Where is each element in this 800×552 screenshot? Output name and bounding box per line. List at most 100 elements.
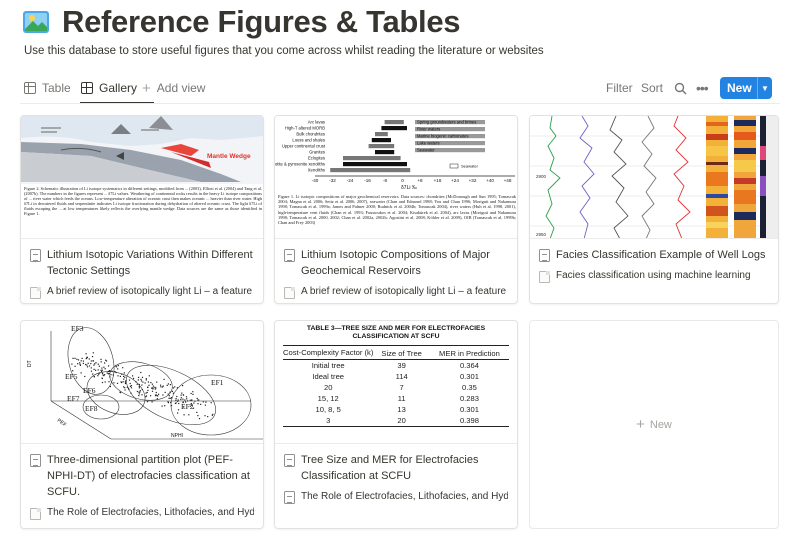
scatter-point: [113, 382, 115, 384]
scatter-point: [105, 360, 108, 362]
scatter-point: [115, 371, 117, 374]
plus-icon: +: [636, 416, 645, 433]
card-relation-property[interactable]: Facies classification using machine lear…: [530, 263, 778, 283]
new-button[interactable]: New ▼: [720, 77, 772, 99]
scatter-point: [155, 394, 157, 396]
page-icon: [284, 287, 295, 299]
scatter-point: [192, 391, 194, 393]
gallery-card[interactable]: 2900 2950 Facies Classification Example …: [529, 115, 779, 304]
scatter-point: [191, 404, 193, 406]
divider: [20, 103, 780, 104]
range-bar: [415, 141, 485, 146]
reservoir-label: Granites: [309, 150, 325, 155]
page-icon: [539, 271, 550, 283]
scatter-point: [138, 387, 140, 389]
gallery-card[interactable]: Arc lavas High-T altered MORB Bulk chondri…: [274, 115, 518, 304]
cluster-label: EF3: [71, 324, 84, 333]
reservoir-label: Spring groundwaters and brines: [417, 120, 476, 125]
scatter-point: [167, 383, 169, 385]
page-title[interactable]: Reference Figures & Tables: [62, 4, 461, 39]
card-relation-property[interactable]: A brief review of isotopically light Li …: [275, 279, 517, 299]
scatter-point: [109, 370, 111, 372]
scatter-point: [101, 377, 103, 379]
scatter-point: [109, 370, 111, 372]
scatter-point: [114, 371, 116, 373]
scatter-point: [178, 402, 180, 405]
scatter-point: [124, 381, 126, 383]
scatter-point: [142, 381, 144, 383]
scatter-point: [117, 375, 119, 377]
scatter-point: [138, 395, 140, 397]
scatter-point: [191, 399, 193, 401]
scatter-point: [167, 401, 169, 403]
page-icon[interactable]: [22, 8, 50, 36]
scatter-point: [141, 394, 143, 396]
chevron-down-icon[interactable]: ▼: [761, 83, 769, 93]
page-description[interactable]: Use this database to store useful figure…: [24, 45, 544, 57]
scatter-point: [119, 391, 121, 393]
range-bar: [415, 148, 485, 153]
range-bar: [415, 134, 485, 139]
scatter-point: [156, 398, 158, 400]
scatter-point: [85, 358, 87, 360]
scatter-point: [182, 385, 184, 387]
add-view-button[interactable]: + Add view: [142, 76, 205, 100]
scatter-point: [104, 368, 106, 370]
table-cell: 3: [326, 416, 331, 425]
gallery-card[interactable]: EF3 EF5 EF6 EF7 EF8 EF1 EF2 DT PEF NPHI Three-…: [20, 320, 264, 529]
scatter-point: [90, 363, 92, 365]
document-icon: [284, 491, 295, 504]
card-relation-property[interactable]: The Role of Electrofacies, Lithofacies, …: [275, 484, 517, 504]
scatter-point: [177, 399, 179, 401]
filter-button[interactable]: Filter: [606, 81, 633, 95]
scatter-point: [193, 402, 195, 404]
document-icon: [30, 454, 41, 467]
table-row: 3 20 0.398: [283, 415, 509, 427]
scatter-point: [123, 375, 125, 377]
sort-button[interactable]: Sort: [641, 81, 664, 95]
cluster-label: EF7: [67, 394, 80, 403]
scatter-point: [138, 383, 140, 386]
scatter-point: [98, 365, 100, 367]
axis-label: DT: [27, 360, 33, 367]
tab-table[interactable]: Table: [24, 76, 71, 100]
gallery-card[interactable]: TABLE 3—TREE SIZE AND MER FOR ELECTROFAC…: [274, 320, 518, 529]
table-row: Initial tree 39 0.364: [283, 360, 509, 372]
tab-gallery[interactable]: Gallery: [81, 76, 137, 100]
document-icon: [284, 454, 295, 467]
scatter-point: [139, 391, 141, 393]
scatter-point: [129, 382, 131, 385]
scatter-point: [168, 395, 170, 397]
axis-tick-label: -24: [347, 178, 354, 183]
search-button[interactable]: [674, 76, 687, 100]
scatter-point: [169, 391, 171, 393]
gallery-card[interactable]: Mantle Wedge Figure 2. Schematic illustr…: [20, 115, 264, 304]
card-relation-property[interactable]: A brief review of isotopically light Li …: [21, 279, 263, 299]
document-icon: [30, 249, 41, 262]
scatter-point: [127, 387, 130, 389]
scatter-point: [72, 357, 74, 359]
new-card-button[interactable]: + New: [529, 320, 779, 529]
scatter-point: [139, 390, 141, 392]
card-relation-property[interactable]: The Role of Electrofacies, Lithofacies, …: [21, 500, 263, 520]
scatter-point: [108, 365, 110, 367]
card-title-text: Lithium Isotopic Variations Within Diffe…: [47, 249, 253, 277]
scatter-point: [92, 373, 94, 375]
reservoir-label: Upper continental crust: [282, 144, 326, 149]
scatter-point: [93, 368, 95, 370]
cover-table: Cost-Complexity Factor (k) Size of Tree …: [283, 348, 509, 427]
depth-label: 2950: [536, 232, 547, 237]
scatter-point: [182, 398, 184, 400]
scatter-point: [189, 405, 191, 407]
more-options-button[interactable]: •••: [696, 76, 709, 100]
range-bar: [368, 144, 395, 149]
scatter-point: [145, 379, 147, 381]
tab-gallery-label: Gallery: [99, 81, 138, 95]
table-caption: TABLE 3—TREE SIZE AND MER FOR ELECTROFAC…: [306, 325, 486, 340]
tab-table-label: Table: [42, 81, 71, 95]
page-icon: [30, 287, 41, 299]
relation-text: A brief review of isotopically light Li …: [47, 286, 254, 297]
axis-tick-label: +8: [417, 178, 423, 183]
scatter-point: [86, 356, 88, 358]
card-cover-image: 2900 2950: [530, 116, 778, 239]
